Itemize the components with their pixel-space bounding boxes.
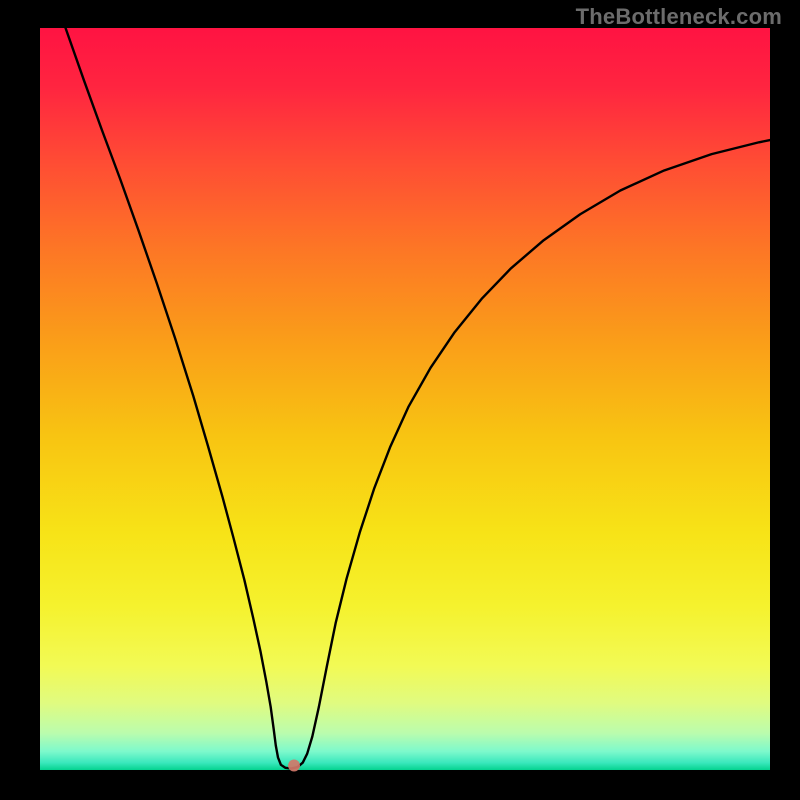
watermark-label: TheBottleneck.com — [576, 4, 782, 30]
chart-stage: TheBottleneck.com — [0, 0, 800, 800]
chart-svg — [0, 0, 800, 800]
minimum-marker — [288, 760, 300, 772]
plot-area — [40, 28, 770, 770]
